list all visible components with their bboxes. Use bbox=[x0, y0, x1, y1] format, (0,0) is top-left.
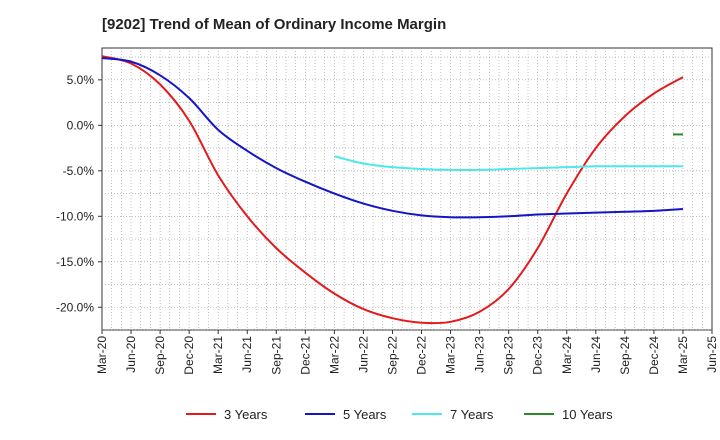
series-line-3-years bbox=[101, 55, 684, 325]
x-tick-label: Sep-23 bbox=[502, 336, 516, 375]
x-tick-label: Dec-22 bbox=[415, 336, 429, 375]
y-tick-label: -5.0% bbox=[63, 164, 95, 178]
y-tick-label: -15.0% bbox=[56, 255, 94, 269]
plot-border bbox=[101, 47, 713, 331]
x-tick-label: Mar-25 bbox=[676, 336, 690, 374]
x-tick-label: Jun-22 bbox=[356, 336, 370, 373]
y-tick-label: -20.0% bbox=[56, 300, 94, 314]
series-lines bbox=[101, 55, 684, 325]
x-tick-label: Mar-24 bbox=[560, 336, 574, 374]
x-tick-label: Sep-24 bbox=[618, 336, 632, 375]
y-tick-label: 0.0% bbox=[67, 118, 95, 132]
grid-lines bbox=[102, 48, 712, 331]
x-tick-label: Sep-21 bbox=[269, 336, 283, 375]
x-tick-label: Jun-20 bbox=[124, 336, 138, 373]
x-tick-label: Jun-24 bbox=[589, 336, 603, 373]
legend-label-10-years: 10 Years bbox=[562, 407, 613, 422]
y-axis: 5.0% 0.0% -5.0% -10.0% -15.0% -20.0% bbox=[56, 73, 102, 314]
legend: 3 Years 5 Years 7 Years 10 Years bbox=[186, 407, 613, 422]
x-tick-label: Mar-23 bbox=[444, 336, 458, 374]
legend-label-5-years: 5 Years bbox=[343, 407, 387, 422]
legend-label-7-years: 7 Years bbox=[450, 407, 494, 422]
x-tick-label: Mar-21 bbox=[211, 336, 225, 374]
x-tick-label: Mar-20 bbox=[95, 336, 109, 374]
x-tick-label: Jun-21 bbox=[240, 336, 254, 373]
x-tick-label: Jun-25 bbox=[705, 336, 719, 373]
chart-title: [9202] Trend of Mean of Ordinary Income … bbox=[102, 16, 446, 33]
x-tick-label: Jun-23 bbox=[473, 336, 487, 373]
series-line-5-years bbox=[101, 57, 684, 219]
x-tick-label: Sep-20 bbox=[153, 336, 167, 375]
y-tick-label: -10.0% bbox=[56, 209, 94, 223]
x-tick-label: Dec-23 bbox=[531, 336, 545, 375]
x-tick-label: Mar-22 bbox=[327, 336, 341, 374]
x-tick-label: Sep-22 bbox=[385, 336, 399, 375]
legend-label-3-years: 3 Years bbox=[224, 407, 268, 422]
x-tick-label: Dec-21 bbox=[298, 336, 312, 375]
x-tick-label: Dec-24 bbox=[647, 336, 661, 375]
x-tick-label: Dec-20 bbox=[182, 336, 196, 375]
plot-area bbox=[101, 47, 713, 331]
y-tick-label: 5.0% bbox=[67, 73, 95, 87]
series-line-7-years bbox=[334, 155, 683, 172]
x-axis: Mar-20 Jun-20 Sep-20 Dec-20 Mar-21 Jun-21 Sep-… bbox=[95, 330, 719, 375]
